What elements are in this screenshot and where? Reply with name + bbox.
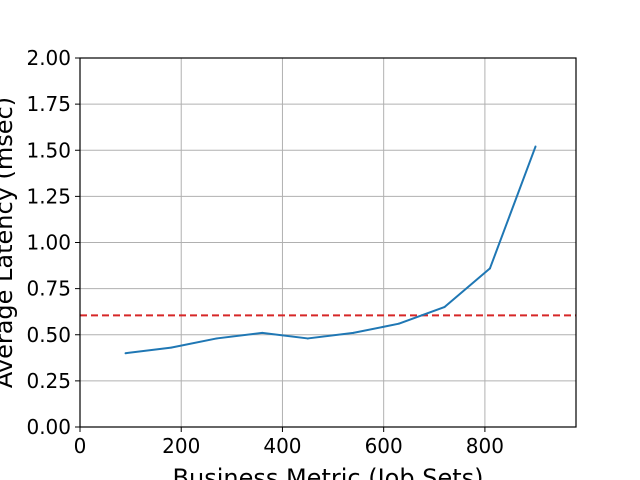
data-point xyxy=(534,145,537,148)
y-tick-label: 1.25 xyxy=(26,184,71,208)
y-axis-ticks: 0.00 0.25 0.50 0.75 1.00 1.25 1.50 1.75 2.00 xyxy=(26,46,80,439)
y-tick-label: 0.25 xyxy=(26,369,71,393)
y-tick-label: 1.00 xyxy=(26,231,71,255)
series-layer xyxy=(124,145,537,355)
data-point xyxy=(488,267,491,270)
data-point xyxy=(306,337,309,340)
data-point xyxy=(397,322,400,325)
x-tick-label: 400 xyxy=(263,434,301,458)
y-tick-label: 0.00 xyxy=(26,415,71,439)
x-axis-label: Business Metric (Job Sets) xyxy=(173,464,484,480)
x-tick-label: 0 xyxy=(74,434,87,458)
x-axis-ticks: 0 200 400 600 800 xyxy=(74,427,504,458)
data-point xyxy=(170,346,173,349)
series-line xyxy=(125,146,537,355)
data-point xyxy=(443,306,446,309)
data-point xyxy=(261,331,264,334)
data-point xyxy=(124,352,127,355)
x-tick-label: 800 xyxy=(466,434,504,458)
grid xyxy=(79,57,576,428)
x-tick-label: 600 xyxy=(365,434,403,458)
y-tick-label: 0.50 xyxy=(26,323,71,347)
x-tick-label: 200 xyxy=(162,434,200,458)
y-tick-label: 2.00 xyxy=(26,46,71,70)
y-tick-label: 0.75 xyxy=(26,277,71,301)
data-point xyxy=(215,337,218,340)
data-point xyxy=(352,331,355,334)
y-tick-label: 1.75 xyxy=(26,92,71,116)
y-tick-label: 1.50 xyxy=(26,138,71,162)
y-axis-label: Average Latency (msec) xyxy=(0,97,18,388)
